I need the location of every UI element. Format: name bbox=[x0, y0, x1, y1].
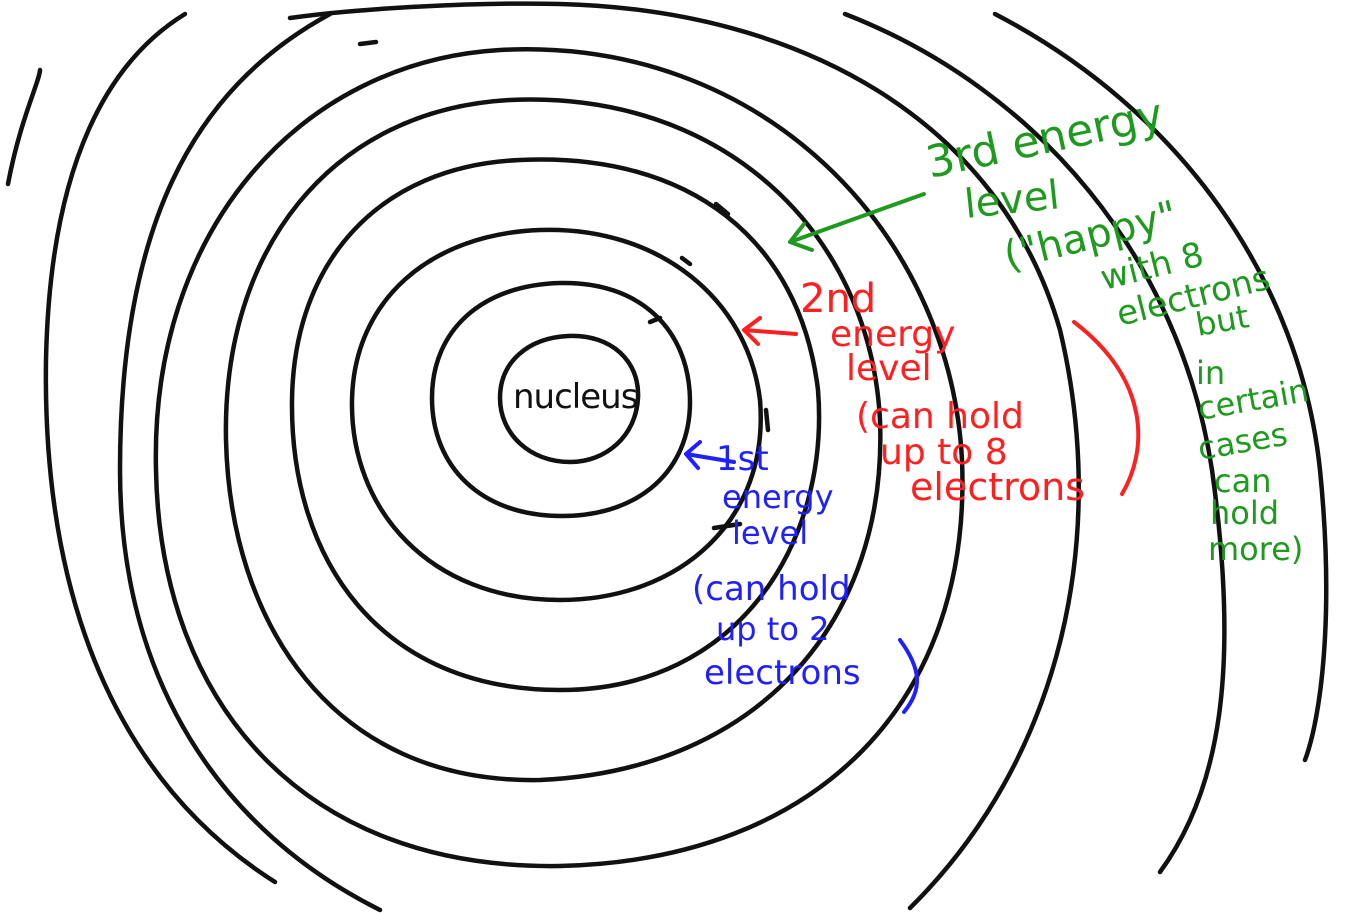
ring-8-left bbox=[5, 67, 43, 187]
ring-6 bbox=[287, 1, 1081, 911]
nucleus-ring bbox=[497, 333, 641, 465]
ring-tick-2 bbox=[679, 255, 693, 267]
ring-tick-6 bbox=[357, 39, 379, 47]
energy-rings bbox=[5, 1, 1329, 913]
level3-line-2: level bbox=[962, 172, 1061, 228]
level2-arrow bbox=[742, 316, 798, 346]
ring-7-left bbox=[43, 11, 278, 885]
ring-5 bbox=[153, 47, 965, 869]
level1-line-3: level bbox=[732, 514, 808, 552]
level2-close-paren bbox=[1072, 320, 1141, 496]
level3-line-6: but bbox=[1193, 297, 1252, 344]
ring-4 bbox=[223, 97, 883, 783]
ring-tick-1 bbox=[647, 315, 663, 325]
ring-2 bbox=[349, 227, 764, 603]
level3-line-11: hold bbox=[1210, 494, 1279, 532]
level3-line-7: in bbox=[1196, 354, 1225, 392]
ring-6-left bbox=[117, 11, 383, 913]
level1-line-1: 1st bbox=[716, 439, 769, 479]
ring-tick-5 bbox=[711, 521, 743, 531]
level3-line-10: can bbox=[1214, 462, 1271, 500]
level1-annotation: 1st energy level (can hold up to 2 elect… bbox=[684, 439, 919, 714]
level1-line-4: (can hold bbox=[692, 569, 851, 609]
level1-close-paren bbox=[898, 638, 919, 714]
ring-tick-4 bbox=[763, 407, 771, 433]
ring-7-right bbox=[842, 11, 1227, 875]
ring-1 bbox=[429, 280, 693, 519]
level1-line-5: up to 2 bbox=[716, 610, 829, 648]
level2-line-2: energy bbox=[830, 314, 955, 355]
level2-line-6: electrons bbox=[910, 465, 1085, 509]
level2-line-3: level bbox=[846, 348, 932, 389]
level2-line-5: up to 8 bbox=[880, 432, 1008, 473]
ring-3 bbox=[289, 157, 822, 693]
nucleus-label: nucleus bbox=[513, 377, 638, 417]
level2-annotation: 2nd energy level (can hold up to 8 elect… bbox=[742, 276, 1141, 509]
level1-arrow bbox=[684, 440, 736, 470]
ring-tick-3 bbox=[713, 201, 731, 217]
ring-8-right bbox=[992, 11, 1329, 763]
level3-line-12: more) bbox=[1208, 530, 1303, 568]
level2-line-4: (can hold bbox=[856, 396, 1024, 437]
level2-line-1: 2nd bbox=[800, 276, 876, 322]
level3-arrow bbox=[788, 192, 926, 252]
level1-line-6: electrons bbox=[704, 653, 861, 693]
level1-line-2: energy bbox=[722, 478, 834, 516]
